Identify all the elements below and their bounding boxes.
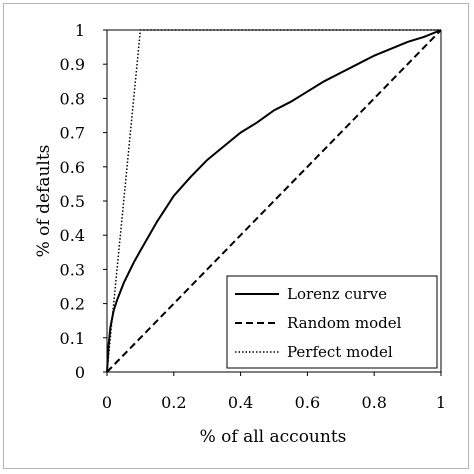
y-tick-label: 0.2: [60, 295, 85, 314]
y-tick-label: 0.4: [60, 226, 85, 245]
y-tick-label: 0.5: [60, 192, 85, 211]
series-line-perfect-model: [106, 29, 441, 373]
legend-label: Perfect model: [287, 343, 393, 361]
legend-label: Random model: [287, 314, 402, 332]
x-axis-title: % of all accounts: [200, 427, 347, 447]
x-tick-label: 0: [102, 393, 112, 412]
series-line-lorenz-curve: [106, 29, 442, 373]
y-tick-label: 0.3: [60, 260, 85, 279]
y-tick-label: 1: [75, 21, 85, 40]
y-tick-label: 0.9: [60, 55, 85, 74]
legend: Lorenz curve Random model Perfect model: [226, 275, 438, 369]
y-tick-label: 0.8: [60, 89, 85, 108]
y-tick-label: 0.7: [60, 124, 85, 143]
x-tick-label: 0.6: [295, 393, 320, 412]
axes: 0 0.2 0.4 0.6 0.8 1 0 0.1 0.2 0.3 0.4 0.5 0.6 0.7 0.8 0…: [60, 21, 447, 412]
x-tick-label: 0.4: [228, 393, 253, 412]
series-layer: [106, 29, 442, 373]
y-tick-label: 0: [75, 363, 85, 382]
x-tick-label: 0.2: [161, 393, 186, 412]
y-tick-label: 0.1: [60, 329, 85, 348]
y-tick-label: 0.6: [60, 158, 85, 177]
y-axis-title: % of defaults: [34, 145, 54, 258]
series-line-random-model: [106, 29, 442, 373]
x-tick-label: 0.8: [361, 393, 386, 412]
x-tick-label: 1: [436, 393, 446, 412]
legend-label: Lorenz curve: [287, 285, 387, 303]
